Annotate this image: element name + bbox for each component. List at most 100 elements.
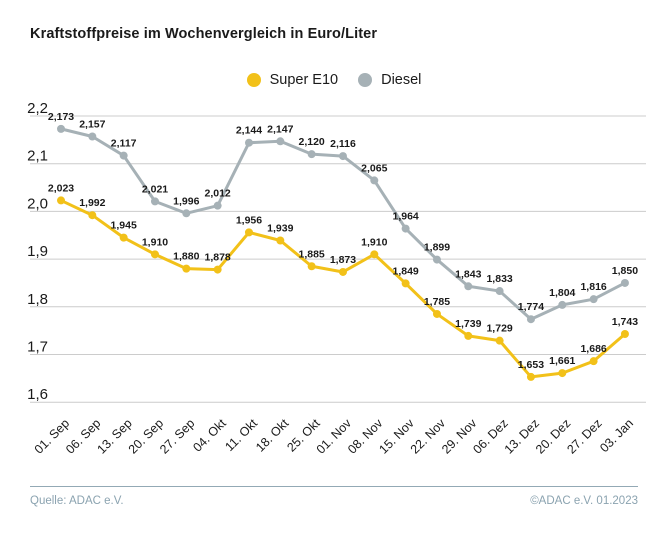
data-point — [213, 201, 222, 210]
data-label: 1,885 — [298, 248, 324, 260]
data-label: 1,910 — [142, 236, 168, 248]
data-point — [57, 124, 65, 133]
data-label: 1,816 — [580, 281, 606, 293]
data-point — [276, 137, 285, 146]
data-point — [495, 287, 504, 296]
data-point — [558, 369, 567, 378]
data-point — [526, 315, 535, 324]
data-point — [401, 279, 410, 288]
data-label: 1,964 — [392, 211, 418, 223]
data-point — [213, 265, 222, 274]
data-label: 2,023 — [48, 182, 74, 194]
y-tick-label: 1,6 — [27, 386, 48, 403]
data-point — [589, 295, 598, 304]
data-label: 1,878 — [205, 252, 231, 264]
data-label: 1,653 — [518, 359, 544, 371]
data-point — [558, 300, 567, 309]
series-line-super-e10 — [59, 198, 627, 379]
y-tick-label: 1,7 — [27, 339, 48, 356]
data-point — [57, 196, 65, 205]
data-point — [244, 138, 253, 147]
legend-item-diesel: Diesel — [358, 72, 421, 88]
data-point — [150, 250, 159, 259]
source-note: Quelle: ADAC e.V. — [30, 495, 124, 507]
legend-label-diesel: Diesel — [381, 72, 422, 88]
data-point — [182, 264, 191, 273]
data-label: 1,774 — [518, 301, 544, 313]
y-tick-label: 2,0 — [27, 195, 48, 212]
y-tick-label: 2,2 — [27, 100, 48, 117]
data-point — [432, 255, 441, 264]
data-label: 1,956 — [236, 214, 262, 226]
data-label: 1,739 — [455, 318, 481, 330]
data-point — [338, 267, 347, 276]
data-point — [526, 372, 535, 381]
x-tick-label: 27. Dez — [564, 416, 604, 456]
data-label: 1,804 — [549, 287, 575, 299]
y-tick-label: 1,9 — [27, 243, 48, 260]
data-point — [338, 152, 347, 161]
data-point — [495, 336, 504, 345]
data-point — [432, 309, 441, 318]
data-label: 2,120 — [298, 136, 324, 148]
data-label: 1,833 — [486, 273, 512, 285]
data-label: 1,939 — [267, 222, 293, 234]
x-tick-label: 03. Jan — [597, 416, 636, 455]
data-point — [307, 262, 316, 271]
data-label: 2,021 — [142, 183, 168, 195]
super-e10-dot-icon — [246, 73, 261, 87]
data-label: 1,785 — [424, 296, 450, 308]
data-point — [464, 331, 473, 340]
data-point — [88, 211, 97, 220]
data-label: 1,849 — [392, 265, 418, 277]
data-label: 1,743 — [612, 316, 638, 328]
footer-divider — [30, 486, 638, 487]
data-label: 2,144 — [236, 125, 262, 137]
legend-label-super-e10: Super E10 — [269, 72, 339, 88]
diesel-dot-icon — [358, 73, 373, 87]
data-point — [307, 150, 316, 159]
data-label: 2,116 — [330, 138, 356, 150]
y-tick-label: 2,1 — [27, 148, 48, 165]
data-point — [88, 132, 97, 141]
data-label: 1,880 — [173, 251, 199, 263]
chart-title: Kraftstoffpreise im Wochenvergleich in E… — [30, 26, 378, 42]
data-label: 1,945 — [111, 220, 137, 232]
data-label: 1,843 — [455, 268, 481, 280]
data-label: 1,873 — [330, 254, 356, 266]
data-point — [401, 224, 410, 233]
data-label: 1,899 — [424, 242, 450, 254]
data-label: 1,850 — [612, 265, 638, 277]
data-label: 1,992 — [79, 197, 105, 209]
data-point — [276, 236, 285, 245]
x-tick-label: 11. Okt — [222, 416, 260, 454]
data-point — [119, 233, 128, 242]
data-label: 1,996 — [173, 195, 199, 207]
data-label: 2,157 — [79, 119, 105, 131]
x-tick-label: 04. Okt — [190, 416, 229, 455]
data-point — [244, 228, 253, 237]
data-label: 2,012 — [205, 188, 231, 200]
chart-legend: Super E10 Diesel — [0, 72, 668, 88]
y-tick-label: 1,8 — [27, 291, 48, 308]
legend-item-super-e10: Super E10 — [246, 72, 339, 88]
data-point — [620, 329, 629, 338]
data-point — [370, 250, 379, 259]
data-label: 2,173 — [48, 111, 74, 123]
data-label: 2,117 — [111, 138, 137, 150]
x-tick-label: 27. Sep — [157, 416, 197, 456]
data-point — [464, 282, 473, 291]
data-label: 1,686 — [580, 343, 606, 355]
data-label: 1,910 — [361, 236, 387, 248]
data-label: 1,661 — [549, 355, 575, 367]
data-point — [370, 176, 379, 185]
copyright-note: ©ADAC e.V. 01.2023 — [530, 495, 638, 507]
data-label: 2,065 — [361, 162, 387, 174]
data-point — [150, 197, 159, 206]
data-point — [119, 151, 128, 160]
data-label: 1,729 — [486, 323, 512, 335]
data-label: 2,147 — [267, 123, 293, 135]
data-point — [182, 209, 191, 218]
data-point — [620, 278, 629, 287]
